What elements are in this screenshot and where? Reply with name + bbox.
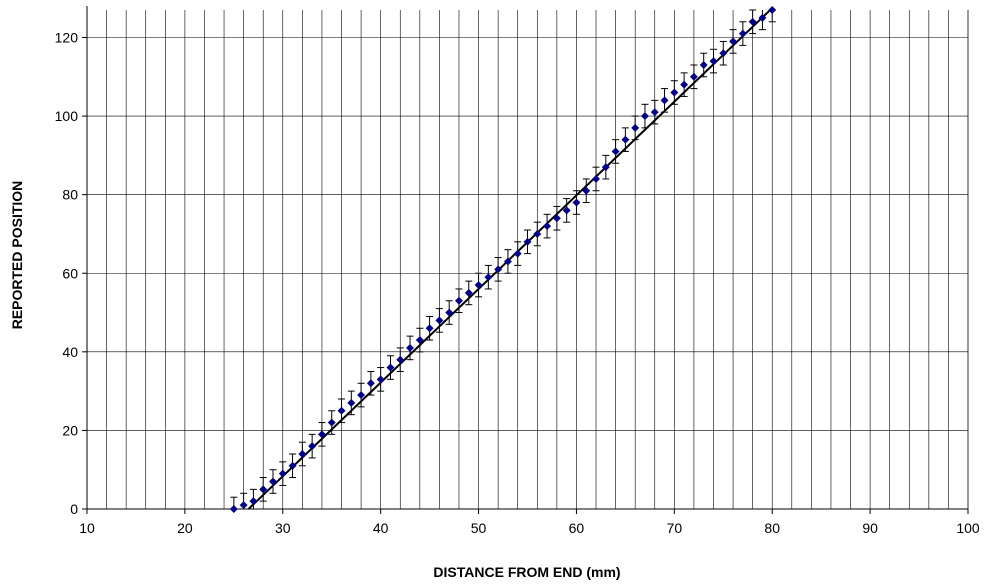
trendline (247, 7, 773, 510)
data-point (709, 57, 718, 66)
grid (87, 10, 969, 509)
data-point (503, 257, 512, 266)
data-point (611, 147, 620, 156)
data-point (631, 123, 640, 132)
data-point (366, 379, 375, 388)
data-point (768, 6, 777, 14)
data-point (259, 485, 268, 494)
data-point (670, 88, 679, 97)
x-tick-label: 20 (177, 520, 193, 536)
data-point (572, 198, 581, 207)
x-tick-label: 60 (569, 520, 585, 536)
x-tick-label: 40 (373, 520, 389, 536)
y-tick-label: 0 (70, 501, 78, 517)
y-axis-title: REPORTED POSITION (9, 181, 25, 330)
data-point (543, 222, 552, 231)
data-point (601, 163, 610, 172)
data-point (435, 316, 444, 325)
data-point (278, 469, 287, 478)
data-point (396, 355, 405, 364)
x-tick-label: 30 (275, 520, 291, 536)
y-tick-label: 120 (55, 30, 79, 46)
data-point (229, 505, 238, 513)
x-tick-label: 10 (79, 520, 95, 536)
data-point (494, 265, 503, 274)
x-tick-label: 70 (667, 520, 683, 536)
data-point (660, 96, 669, 105)
data-point (621, 135, 630, 144)
data-point (513, 249, 522, 258)
data-point (582, 186, 591, 195)
data-point (680, 80, 689, 89)
data-point (719, 49, 728, 58)
data-point (406, 343, 414, 352)
x-tick-label: 50 (471, 520, 487, 536)
data-point (327, 418, 336, 427)
y-tick-label: 20 (62, 422, 78, 438)
x-axis-title: DISTANCE FROM END (mm) (433, 564, 620, 580)
y-tick-label: 40 (62, 344, 78, 360)
x-tick-label: 100 (956, 520, 980, 536)
data-point (249, 497, 258, 506)
data-point (288, 461, 297, 470)
data-point (533, 230, 542, 238)
data-point (298, 450, 307, 458)
data-point (269, 477, 277, 486)
data-point (748, 17, 757, 26)
data-point (699, 61, 708, 69)
data-point (308, 442, 317, 451)
data-point (562, 206, 571, 215)
data-point (425, 324, 434, 333)
data-point (641, 112, 649, 121)
tick-labels: 10 20 30 40 50 60 70 80 90 100 0 20 40 60 80 100 120 (55, 30, 980, 536)
data-point (445, 308, 454, 317)
x-tick-label: 80 (764, 520, 780, 536)
data-point (552, 214, 561, 223)
data-point (484, 273, 493, 282)
y-tick-label: 80 (62, 187, 78, 203)
data-point (474, 281, 483, 289)
data-point (386, 363, 395, 372)
y-tick-label: 100 (55, 108, 79, 124)
y-tick-label: 60 (62, 265, 78, 281)
data-point (415, 336, 424, 345)
data-point (357, 391, 366, 400)
data-point (376, 375, 385, 384)
data-point (239, 501, 248, 510)
data-point (689, 72, 698, 81)
data-point (650, 108, 659, 117)
data-point (592, 174, 600, 183)
trendline-group (247, 7, 773, 510)
data-point (455, 296, 463, 305)
data-point (337, 406, 346, 415)
data-point (523, 237, 532, 246)
x-tick-label: 90 (862, 520, 878, 536)
data-point (317, 430, 326, 439)
data-point (464, 288, 473, 297)
axes (82, 6, 969, 514)
data-point (738, 29, 747, 38)
data-point (347, 398, 356, 407)
